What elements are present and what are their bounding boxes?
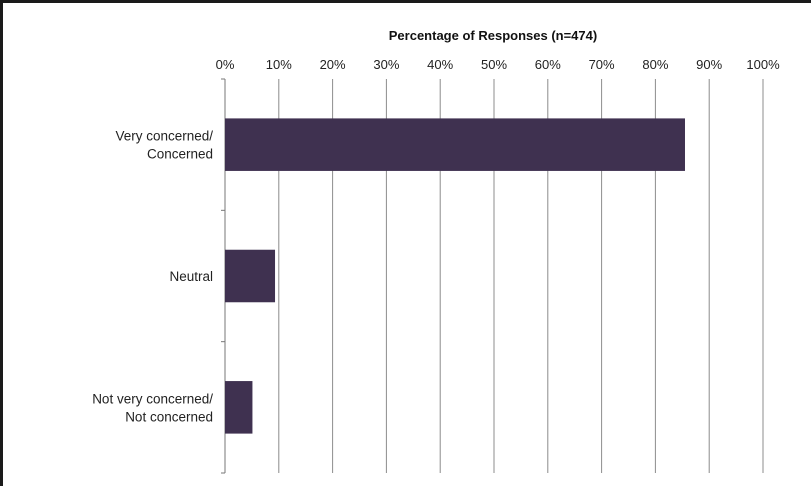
axes: [221, 78, 226, 474]
category-label: Neutral: [169, 269, 213, 284]
category-label-line: Neutral: [169, 269, 213, 284]
labels: Percentage of Responses (n=474) 0% 10% 20%…: [92, 28, 780, 424]
x-tick-label: 70%: [589, 57, 615, 72]
bar: [225, 118, 685, 171]
x-tick-label: 50%: [481, 57, 507, 72]
bars: [225, 118, 685, 434]
category-label-line: Concerned: [147, 147, 213, 162]
x-tick-label: 10%: [266, 57, 292, 72]
x-tick-label: 0%: [216, 57, 235, 72]
category-label: Not very concerned/Not concerned: [92, 391, 213, 424]
category-label: Very concerned/Concerned: [115, 129, 213, 162]
x-tick-label: 80%: [642, 57, 668, 72]
bar: [225, 381, 253, 434]
x-tick-label: 100%: [746, 57, 780, 72]
x-axis-title: Percentage of Responses (n=474): [389, 28, 597, 43]
bar: [225, 249, 276, 303]
bar-chart: Percentage of Responses (n=474) 0% 10% 20%…: [92, 28, 780, 474]
x-tick-label: 60%: [535, 57, 561, 72]
category-label-line: Very concerned/: [115, 129, 213, 144]
x-tick-label: 30%: [373, 57, 399, 72]
category-label-line: Not concerned: [125, 409, 213, 424]
x-tick-label: 90%: [696, 57, 722, 72]
x-tick-label: 20%: [320, 57, 346, 72]
x-tick-label: 40%: [427, 57, 453, 72]
category-label-line: Not very concerned/: [92, 391, 213, 406]
